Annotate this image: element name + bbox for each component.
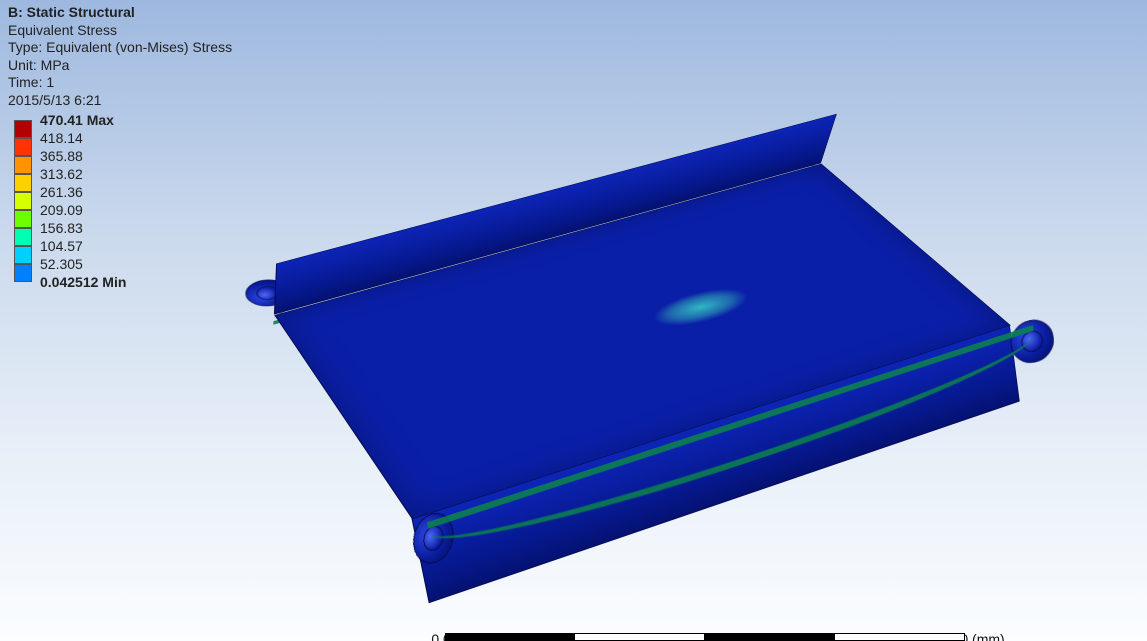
legend-swatch — [14, 264, 32, 282]
scalebar-segment — [835, 633, 965, 641]
result-timestamp: 2015/5/13 6:21 — [8, 92, 232, 110]
color-legend: 470.41 Max418.14365.88313.62261.36209.09… — [14, 120, 126, 300]
legend-label: 209.09 — [40, 203, 83, 218]
legend-label: 104.57 — [40, 239, 83, 254]
legend-label: 0.042512 Min — [40, 275, 126, 290]
legend-label: 52.305 — [40, 257, 83, 272]
legend-swatch — [14, 192, 32, 210]
legend-label: 156.83 — [40, 221, 83, 236]
legend-swatch — [14, 138, 32, 156]
scalebar-segment — [575, 633, 705, 641]
legend-swatch — [14, 246, 32, 264]
legend-label: 313.62 — [40, 167, 83, 182]
model-assembly — [274, 164, 1008, 518]
result-unit: Unit: MPa — [8, 57, 232, 75]
legend-row: 0.042512 Min — [14, 282, 126, 300]
legend-swatch — [14, 210, 32, 228]
legend-label: 261.36 — [40, 185, 83, 200]
result-type: Type: Equivalent (von-Mises) Stress — [8, 39, 232, 57]
model-canvas[interactable] — [140, 20, 1100, 620]
legend-swatch — [14, 228, 32, 246]
legend-swatch — [14, 174, 32, 192]
result-info-block: B: Static Structural Equivalent Stress T… — [8, 4, 232, 109]
legend-label: 365.88 — [40, 149, 83, 164]
simulation-viewport[interactable]: B: Static Structural Equivalent Stress T… — [0, 0, 1147, 641]
result-time: Time: 1 — [8, 74, 232, 92]
legend-label: 418.14 — [40, 131, 83, 146]
legend-swatch — [14, 120, 32, 138]
legend-label: 470.41 Max — [40, 113, 114, 128]
analysis-title: B: Static Structural — [8, 4, 232, 22]
scale-bar: 0.00150.00300.00 (mm) — [445, 611, 995, 641]
scalebar-segment — [705, 633, 835, 641]
result-name: Equivalent Stress — [8, 22, 232, 40]
scalebar-segment — [445, 633, 575, 641]
legend-swatch — [14, 156, 32, 174]
